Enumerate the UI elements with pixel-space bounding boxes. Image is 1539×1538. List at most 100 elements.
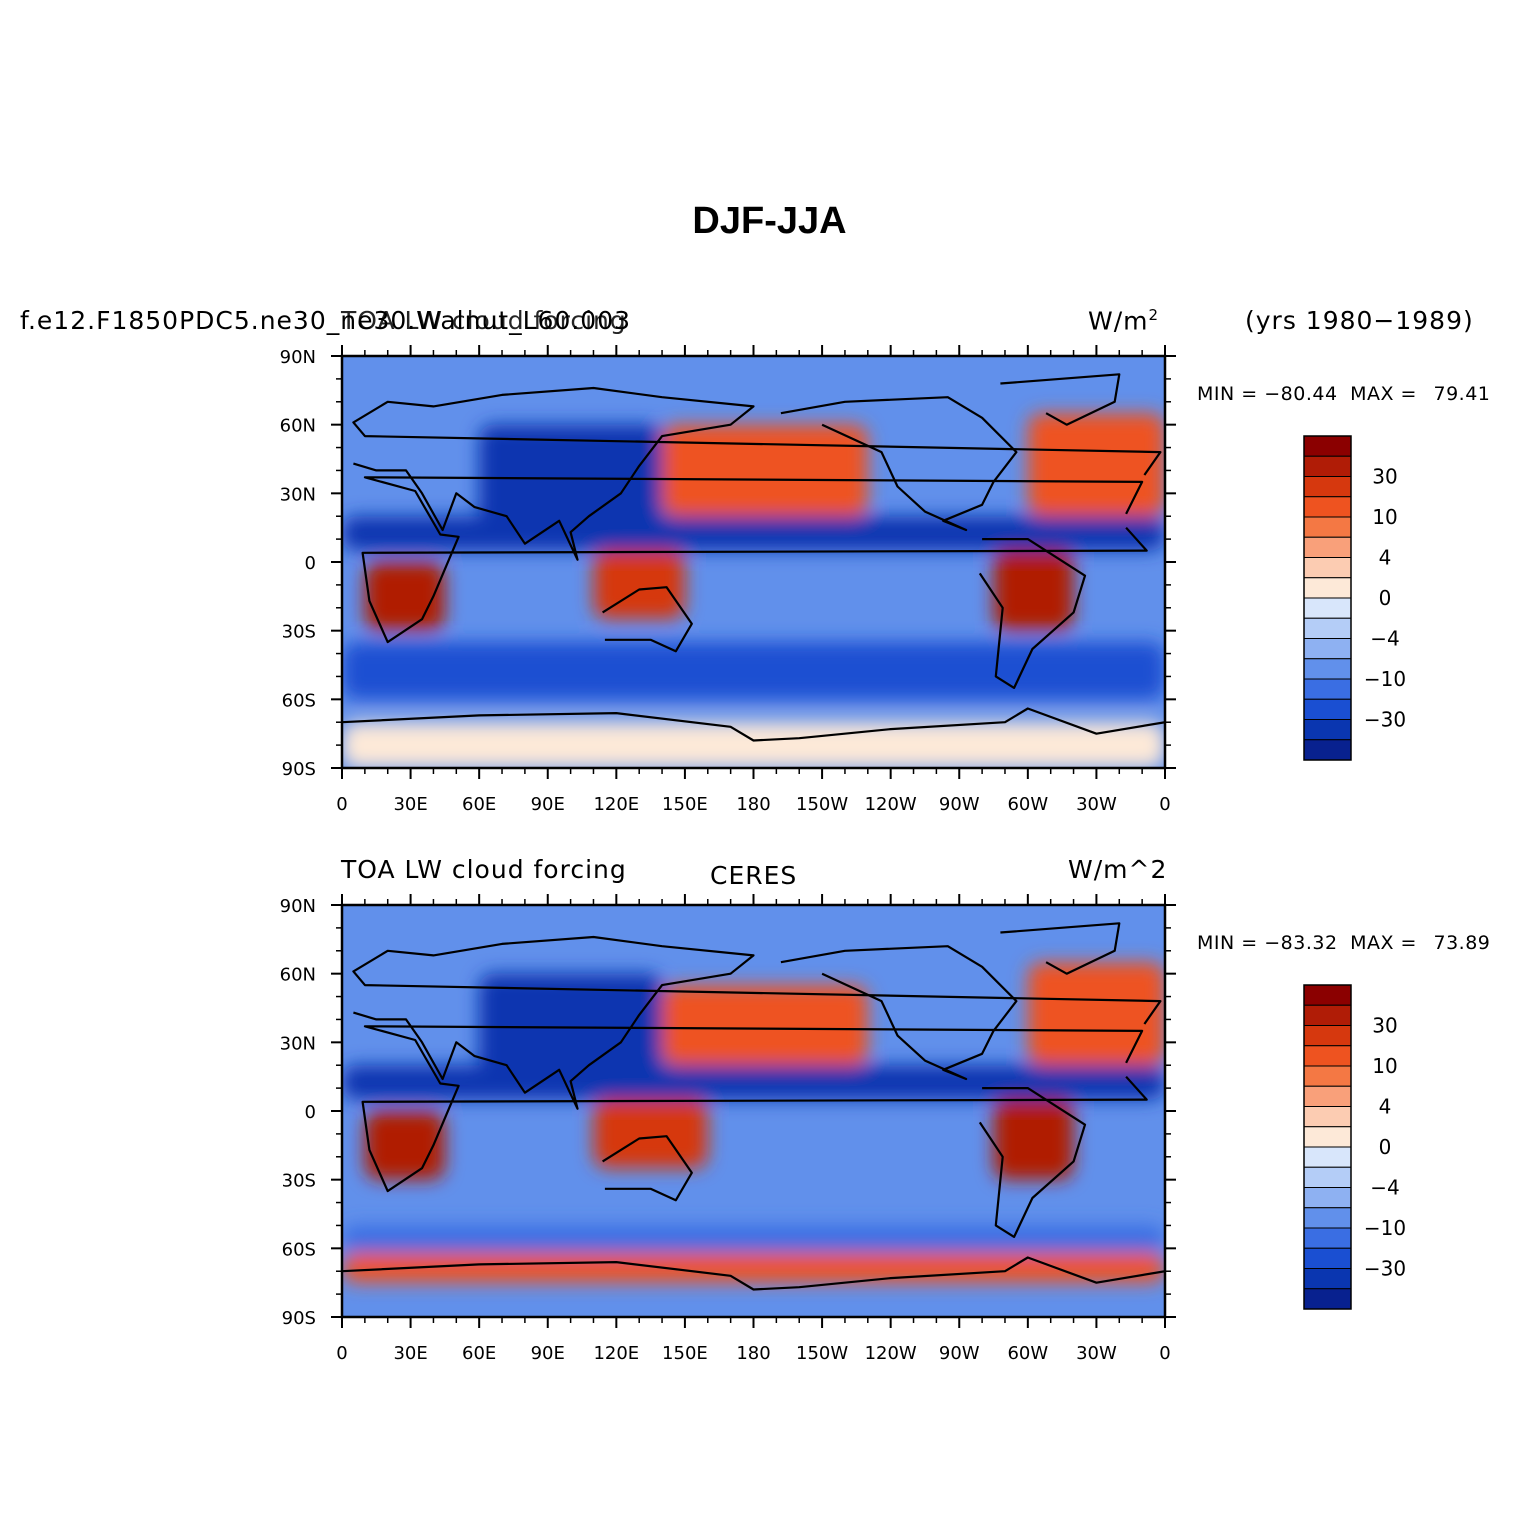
lon-tick-label: 90E	[531, 794, 565, 815]
field-north-pacific	[662, 424, 868, 517]
lon-tick-label: 90E	[531, 1343, 565, 1364]
lon-tick-label: 120E	[593, 794, 639, 815]
top-center-string: TOA LW cloud forcing	[341, 306, 627, 335]
top-colorbar-label: 0	[1379, 586, 1392, 610]
lon-tick-label: 150W	[796, 1343, 848, 1364]
top-colorbar-swatch	[1303, 476, 1352, 498]
bottom-colorbar-swatch	[1303, 1207, 1352, 1229]
bottom-min-label: MIN =	[1197, 932, 1265, 954]
field-maritime-continent	[593, 1099, 708, 1169]
bottom-colorbar-swatch	[1303, 1045, 1352, 1067]
top-colorbar-swatch	[1303, 638, 1352, 660]
top-colorbar-swatch	[1303, 597, 1352, 619]
lon-tick-label: 180	[736, 1343, 770, 1364]
bottom-colorbar-label: 30	[1372, 1014, 1397, 1038]
lat-tick-label: 30N	[280, 484, 316, 505]
lat-tick-label: 90S	[282, 1308, 316, 1329]
lon-tick-label: 120W	[865, 794, 917, 815]
top-colorbar-label: −4	[1370, 627, 1399, 651]
lon-tick-label: 150W	[796, 794, 848, 815]
lon-tick-label: 30W	[1076, 1343, 1117, 1364]
lon-tick-label: 60W	[1007, 1343, 1048, 1364]
bottom-max-value: 73.89	[1433, 932, 1491, 954]
lat-tick-label: 0	[305, 1102, 316, 1123]
bottom-colorbar-swatch	[1303, 1247, 1352, 1269]
lon-tick-label: 180	[736, 794, 770, 815]
map-features	[342, 962, 1165, 1283]
field-south-america	[993, 1099, 1074, 1180]
coastline	[602, 586, 693, 653]
bottom-center-string: CERES	[710, 861, 798, 890]
bottom-colorbar-swatch	[1303, 1126, 1352, 1148]
coastline	[1000, 922, 1121, 975]
lon-tick-label: 0	[336, 1343, 347, 1364]
bottom-colorbar-swatch	[1303, 1268, 1352, 1290]
bottom-units: W/m^2	[1068, 855, 1168, 884]
field-north-atlantic	[1027, 413, 1165, 517]
lon-tick-label: 0	[336, 794, 347, 815]
bottom-map-field	[342, 905, 1165, 1317]
coastline	[352, 935, 1162, 1110]
lon-tick-label: 60E	[462, 1343, 496, 1364]
field-northern-tropics-band	[342, 1065, 1165, 1100]
top-colorbar-swatch	[1303, 455, 1352, 477]
bottom-colorbar-label: 10	[1372, 1054, 1397, 1078]
coastline	[342, 1256, 1165, 1291]
bottom-colorbar-frame	[1303, 984, 1352, 1310]
years-label: (yrs 1980−1989)	[1245, 306, 1474, 335]
field-asia	[479, 424, 663, 528]
top-map-field	[342, 356, 1165, 768]
top-colorbar-swatch	[1303, 577, 1352, 599]
lon-tick-label: 60W	[1007, 794, 1048, 815]
lon-tick-label: 120W	[865, 1343, 917, 1364]
bottom-colorbar-swatch	[1303, 1025, 1352, 1047]
bottom-colorbar-label: −4	[1370, 1176, 1399, 1200]
field-northern-tropics-band	[342, 516, 1165, 551]
bottom-colorbar-label: 4	[1379, 1095, 1392, 1119]
bottom-colorbar-swatch	[1303, 1004, 1352, 1026]
top-colorbar-swatch	[1303, 435, 1352, 457]
top-colorbar-swatch	[1303, 698, 1352, 720]
top-units-base: W/m	[1088, 306, 1149, 336]
coastline	[978, 537, 1087, 690]
lat-tick-label: 60N	[280, 965, 316, 986]
top-colorbar-label: 10	[1372, 505, 1397, 529]
lon-tick-label: 0	[1159, 1343, 1170, 1364]
field-north-atlantic	[1027, 962, 1165, 1066]
coastline	[1000, 373, 1121, 426]
field-antarctic-coast	[342, 1252, 1165, 1283]
bottom-minmax: MIN = −83.32 MAX = 73.89	[1197, 932, 1490, 954]
map-features	[342, 413, 1165, 768]
bottom-colorbar-label: −30	[1364, 1257, 1406, 1281]
bottom-colorbar-label: 0	[1379, 1135, 1392, 1159]
coastline	[361, 1025, 1148, 1193]
top-colorbar-swatch	[1303, 719, 1352, 741]
coastline	[780, 945, 1018, 1081]
coastline	[978, 1086, 1087, 1239]
field-asia	[479, 973, 663, 1089]
top-min-value: −80.44	[1264, 383, 1338, 405]
top-colorbar-swatch	[1303, 617, 1352, 639]
top-colorbar-swatch	[1303, 739, 1352, 761]
bottom-colorbar-swatch	[1303, 984, 1352, 1006]
top-min-label: MIN =	[1197, 383, 1265, 405]
lon-tick-label: 120E	[593, 1343, 639, 1364]
lat-tick-label: 90N	[280, 896, 316, 917]
top-units: W/m2	[1088, 306, 1159, 335]
field-southern-ocean-band	[342, 642, 1165, 700]
lat-tick-label: 30S	[282, 622, 316, 643]
lon-tick-label: 90W	[939, 1343, 980, 1364]
lat-tick-label: 90S	[282, 759, 316, 780]
coastlines	[342, 922, 1165, 1291]
bottom-colorbar-swatch	[1303, 1065, 1352, 1087]
top-colorbar-label: 4	[1379, 546, 1392, 570]
coastline	[352, 386, 1162, 561]
top-colorbar-swatch	[1303, 536, 1352, 558]
lon-tick-label: 60E	[462, 794, 496, 815]
lat-tick-label: 60S	[282, 1239, 316, 1260]
lon-tick-label: 90W	[939, 794, 980, 815]
coastlines	[342, 373, 1165, 742]
lon-tick-label: 0	[1159, 794, 1170, 815]
coastline	[602, 1135, 693, 1202]
lon-tick-label: 150E	[662, 1343, 708, 1364]
